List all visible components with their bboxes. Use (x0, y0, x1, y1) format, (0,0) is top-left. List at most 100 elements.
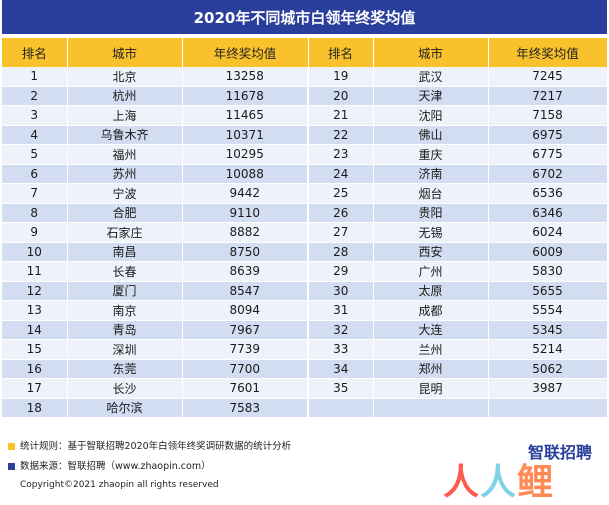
city-cell: 郑州 (373, 359, 489, 379)
watermark-logo: 人人鲤 (443, 453, 554, 505)
bonus-cell: 7601 (182, 378, 309, 399)
bonus-table: 排名 城市 年终奖均值 排名 城市 年终奖均值 1 北京 13258 19 武汉 7245… (2, 38, 608, 418)
city-cell: 厦门 (67, 281, 183, 301)
city-cell: 佛山 (373, 125, 489, 145)
bonus-cell: 6346 (488, 203, 608, 223)
rank-cell: 15 (2, 339, 68, 360)
table-row: 11 长春 8639 29 广州 5830 (2, 261, 608, 282)
table-row: 1 北京 13258 19 武汉 7245 (2, 67, 608, 87)
city-cell: 昆明 (373, 378, 489, 399)
city-cell: 东莞 (67, 359, 183, 379)
bonus-cell: 5554 (488, 300, 608, 321)
rank-cell: 2 (2, 86, 68, 106)
rank-cell (307, 398, 374, 418)
bonus-cell: 7739 (182, 339, 309, 360)
watermark-char: 人 (443, 462, 481, 503)
bonus-cell (488, 398, 608, 418)
table-row: 2 杭州 11678 20 天津 7217 (2, 86, 608, 106)
rank-cell: 27 (307, 222, 374, 243)
bonus-cell: 7967 (182, 320, 309, 340)
bonus-cell: 6009 (488, 242, 608, 262)
city-cell: 成都 (373, 300, 489, 321)
yellow-bullet-icon (8, 443, 15, 450)
city-cell: 南昌 (67, 242, 183, 262)
city-cell: 北京 (67, 67, 183, 87)
rank-cell: 3 (2, 105, 68, 126)
rank-cell: 26 (307, 203, 374, 223)
bonus-cell: 6975 (488, 125, 608, 145)
city-cell: 福州 (67, 144, 183, 165)
city-cell: 广州 (373, 261, 489, 282)
bonus-cell: 7158 (488, 105, 608, 126)
watermark-char: 鲤 (517, 462, 555, 503)
bonus-cell: 5214 (488, 339, 608, 360)
table-row: 10 南昌 8750 28 西安 6009 (2, 242, 608, 262)
rank-cell: 14 (2, 320, 68, 340)
city-cell: 合肥 (67, 203, 183, 223)
table-body: 1 北京 13258 19 武汉 7245 2 杭州 11678 20 天津 7217 3 上海 11465… (2, 67, 608, 418)
table-row: 5 福州 10295 23 重庆 6775 (2, 144, 608, 165)
city-cell: 天津 (373, 86, 489, 106)
bonus-cell: 6024 (488, 222, 608, 243)
table-row: 3 上海 11465 21 沈阳 7158 (2, 105, 608, 126)
bonus-cell: 8547 (182, 281, 309, 301)
bonus-cell: 5655 (488, 281, 608, 301)
footnote-source-text: 数据来源：智联招聘（www.zhaopin.com） (20, 461, 211, 472)
rank-cell: 35 (307, 378, 374, 399)
rank-cell: 30 (307, 281, 374, 301)
table-row: 17 长沙 7601 35 昆明 3987 (2, 378, 608, 399)
rank-cell: 31 (307, 300, 374, 321)
rank-cell: 34 (307, 359, 374, 379)
header-bonus: 年终奖均值 (182, 38, 309, 67)
table-row: 4 乌鲁木齐 10371 22 佛山 6975 (2, 125, 608, 145)
watermark-char: 人 (480, 462, 518, 503)
city-cell: 石家庄 (67, 222, 183, 243)
header-city: 城市 (373, 38, 489, 67)
city-cell: 西安 (373, 242, 489, 262)
bonus-cell: 10295 (182, 144, 309, 165)
city-cell: 杭州 (67, 86, 183, 106)
bonus-cell: 6702 (488, 164, 608, 184)
city-cell: 武汉 (373, 67, 489, 87)
table-row: 6 苏州 10088 24 济南 6702 (2, 164, 608, 184)
city-cell (373, 398, 489, 418)
rank-cell: 33 (307, 339, 374, 360)
city-cell: 苏州 (67, 164, 183, 184)
table-row: 12 厦门 8547 30 太原 5655 (2, 281, 608, 301)
rank-cell: 23 (307, 144, 374, 165)
bonus-cell: 7217 (488, 86, 608, 106)
bonus-cell: 8094 (182, 300, 309, 321)
rank-cell: 25 (307, 183, 374, 204)
bonus-cell: 7245 (488, 67, 608, 87)
city-cell: 长春 (67, 261, 183, 282)
city-cell: 长沙 (67, 378, 183, 399)
city-cell: 乌鲁木齐 (67, 125, 183, 145)
bonus-cell: 8639 (182, 261, 309, 282)
rank-cell: 29 (307, 261, 374, 282)
bonus-cell: 3987 (488, 378, 608, 399)
table-header-row: 排名 城市 年终奖均值 排名 城市 年终奖均值 (2, 38, 608, 67)
rank-cell: 28 (307, 242, 374, 262)
copyright: Copyright©2021 zhaopin all rights reserv… (20, 480, 219, 490)
rank-cell: 9 (2, 222, 68, 243)
rank-cell: 17 (2, 378, 68, 399)
header-bonus: 年终奖均值 (488, 38, 608, 67)
rank-cell: 20 (307, 86, 374, 106)
table-row: 16 东莞 7700 34 郑州 5062 (2, 359, 608, 379)
table-row: 18 哈尔滨 7583 (2, 398, 608, 418)
table-title: 2020年不同城市白领年终奖均值 (2, 0, 607, 34)
rank-cell: 21 (307, 105, 374, 126)
bonus-cell: 5062 (488, 359, 608, 379)
rank-cell: 12 (2, 281, 68, 301)
table-row: 13 南京 8094 31 成都 5554 (2, 300, 608, 321)
rank-cell: 16 (2, 359, 68, 379)
bonus-cell: 7583 (182, 398, 309, 418)
city-cell: 沈阳 (373, 105, 489, 126)
rank-cell: 4 (2, 125, 68, 145)
city-cell: 兰州 (373, 339, 489, 360)
rank-cell: 13 (2, 300, 68, 321)
city-cell: 宁波 (67, 183, 183, 204)
bonus-cell: 8750 (182, 242, 309, 262)
footnote-source: 数据来源：智联招聘（www.zhaopin.com） (8, 458, 211, 472)
header-rank: 排名 (308, 38, 374, 67)
